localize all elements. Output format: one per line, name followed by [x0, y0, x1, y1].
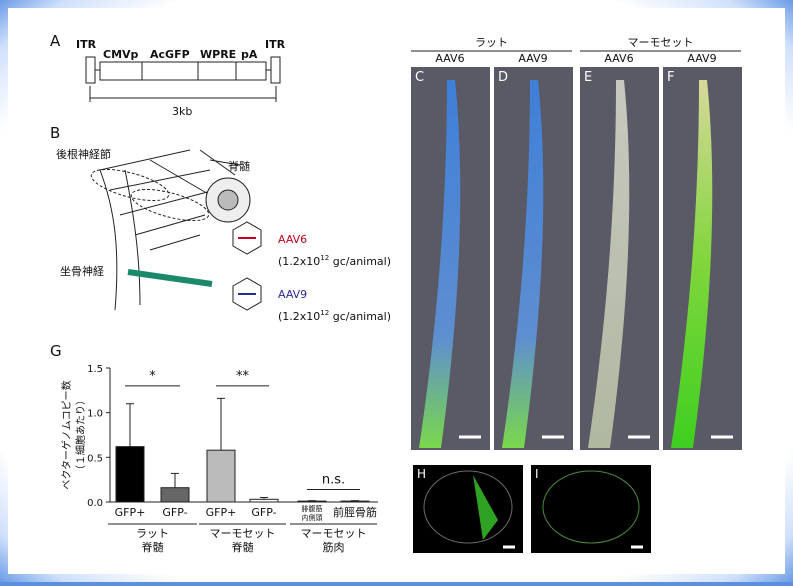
x-tick-label: GFP- [251, 506, 276, 519]
anatomy [90, 149, 262, 311]
section [413, 465, 523, 553]
condition: AAV9 [518, 52, 547, 65]
sig-label: * [149, 369, 156, 384]
letter: B [50, 124, 60, 142]
panel-letter: I [535, 467, 539, 481]
bar [206, 449, 236, 503]
cord-section [423, 470, 513, 544]
condition: AAV9 [687, 52, 716, 65]
sig-label: ** [236, 369, 250, 384]
bar [160, 487, 190, 503]
dose: (1.2x1012 gc/animal) [278, 309, 391, 323]
bar [340, 500, 370, 503]
group-label: 筋肉 [323, 540, 345, 554]
y-label: ベクターゲノムコピー数 [60, 380, 73, 489]
gfp [473, 475, 498, 540]
bar [297, 500, 327, 503]
panel-letter: H [417, 467, 426, 481]
chart-g: G ベクターゲノムコピー数 （１細胞あたり） 0.0 0.5 1.0 1.5 GFP+ GFP-… [50, 342, 378, 554]
panel-letter: C [415, 70, 424, 85]
letter: G [50, 342, 62, 360]
panel-letter: F [667, 70, 674, 85]
label: 坐骨神経 [60, 264, 104, 278]
group-label: ラット [136, 527, 169, 540]
panel-letter: E [584, 70, 592, 85]
dose-base: (1.2x10 [278, 310, 320, 323]
cord [671, 80, 713, 448]
y-tick-label: 0.0 [87, 498, 103, 509]
section [531, 465, 651, 553]
vector-name: AAV9 [278, 288, 307, 301]
bar [115, 446, 145, 503]
letter: A [50, 32, 61, 50]
y-label: （１細胞あたり） [74, 395, 87, 475]
y-tick-label: 0.5 [87, 453, 103, 464]
x-tick-label: 腓腹筋 [302, 504, 323, 513]
construct [85, 56, 281, 102]
length: 3kb [172, 105, 192, 118]
element: pA [241, 48, 258, 61]
group-label: 脊髄 [232, 540, 254, 554]
y-tick-label: 1.5 [87, 364, 103, 375]
x-tick-label: GFP- [162, 506, 187, 519]
element: AcGFP [150, 48, 190, 61]
images: ラット マーモセット AAV6 C AAV9 D AAV6 E AAV9 F H I [411, 36, 742, 553]
cord-section [542, 470, 640, 544]
bar [249, 498, 279, 503]
x-tick-label: GFP+ [115, 506, 146, 519]
condition: AAV6 [604, 52, 633, 65]
sig-label: n.s. [322, 472, 345, 487]
y-tick-label: 1.0 [87, 409, 103, 420]
itr: ITR [265, 38, 286, 51]
species: マーモセット [628, 36, 694, 49]
vector-name: AAV6 [278, 233, 307, 246]
cord [419, 80, 461, 448]
group-label: 脊髄 [142, 540, 164, 554]
group-label: マーモセット [301, 527, 367, 540]
label: 脊髄 [228, 159, 250, 173]
dose-unit: gc/animal) [329, 310, 391, 323]
dose-unit: gc/animal) [329, 255, 391, 268]
cord [502, 80, 544, 448]
dose-base: (1.2x10 [278, 255, 320, 268]
group-label: マーモセット [210, 527, 276, 540]
dose-exp: 12 [320, 254, 329, 262]
condition: AAV6 [435, 52, 464, 65]
element: WPRE [200, 48, 236, 61]
x-tick-label: 内側頭 [302, 513, 323, 522]
panel-letter: D [498, 70, 508, 85]
x-tick-label: 前脛骨筋 [333, 505, 377, 519]
x-tick-label: GFP+ [206, 506, 237, 519]
vectors: AAV6(1.2x1012 gc/animal)AAV9(1.2x1012 gc… [278, 233, 391, 323]
species: ラット [475, 36, 508, 49]
dose-exp: 12 [320, 309, 329, 317]
cord [588, 80, 630, 448]
itr: ITR [76, 38, 97, 51]
label: 後根神経節 [56, 147, 111, 161]
dose: (1.2x1012 gc/animal) [278, 254, 391, 268]
element: CMVp [103, 48, 139, 61]
